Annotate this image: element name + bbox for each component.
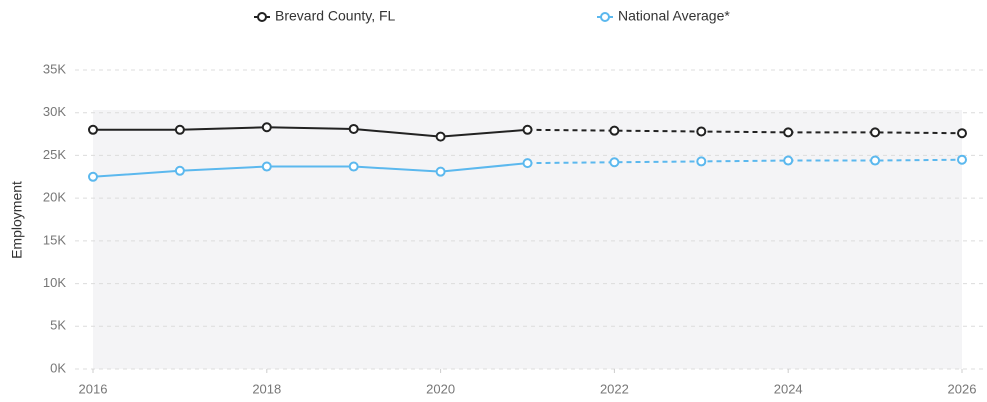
x-tick-label: 2016	[79, 381, 108, 396]
y-tick-label: 30K	[43, 104, 66, 119]
point	[88, 171, 98, 182]
y-tick-label: 10K	[43, 275, 66, 290]
x-tick-label: 2026	[948, 381, 977, 396]
line-projection	[527, 128, 963, 135]
y-tick-label: 20K	[43, 190, 66, 205]
point	[870, 127, 881, 138]
line	[93, 126, 528, 138]
y-tick-label: 0K	[50, 360, 66, 375]
y-axis-title: Employment	[9, 181, 25, 259]
point	[522, 158, 533, 169]
point	[435, 166, 446, 177]
point	[261, 161, 272, 172]
point	[783, 127, 794, 138]
point	[696, 126, 707, 137]
point	[522, 124, 533, 135]
point	[957, 154, 967, 165]
x-tick-label: 2018	[252, 381, 281, 396]
y-tick-label: 15K	[43, 232, 66, 247]
line-projection	[527, 158, 963, 165]
y-tick-label: 5K	[50, 318, 66, 333]
point	[609, 157, 620, 168]
point	[696, 156, 707, 167]
legend-item: Brevard County, FL	[254, 8, 396, 24]
point	[88, 124, 98, 135]
x-tick-label: 2020	[426, 381, 455, 396]
legend-marker	[257, 12, 267, 22]
x-tick-label: 2024	[774, 381, 803, 396]
legend-text: Brevard County, FL	[275, 8, 396, 24]
legend-item: National Average*	[597, 8, 730, 24]
y-tick-label: 25K	[43, 147, 66, 162]
point	[609, 125, 620, 136]
point	[870, 155, 881, 166]
point	[783, 155, 794, 166]
point	[957, 128, 967, 139]
y-tick-label: 35K	[43, 61, 66, 76]
line	[92, 162, 528, 178]
point	[174, 165, 185, 176]
point	[174, 124, 185, 135]
plot-background	[93, 110, 962, 369]
point	[435, 131, 446, 142]
point	[348, 123, 359, 134]
point	[261, 122, 272, 133]
x-tick-label: 2022	[600, 381, 629, 396]
legend-text: National Average*	[618, 8, 730, 24]
point	[348, 161, 359, 172]
legend-marker	[600, 12, 610, 22]
